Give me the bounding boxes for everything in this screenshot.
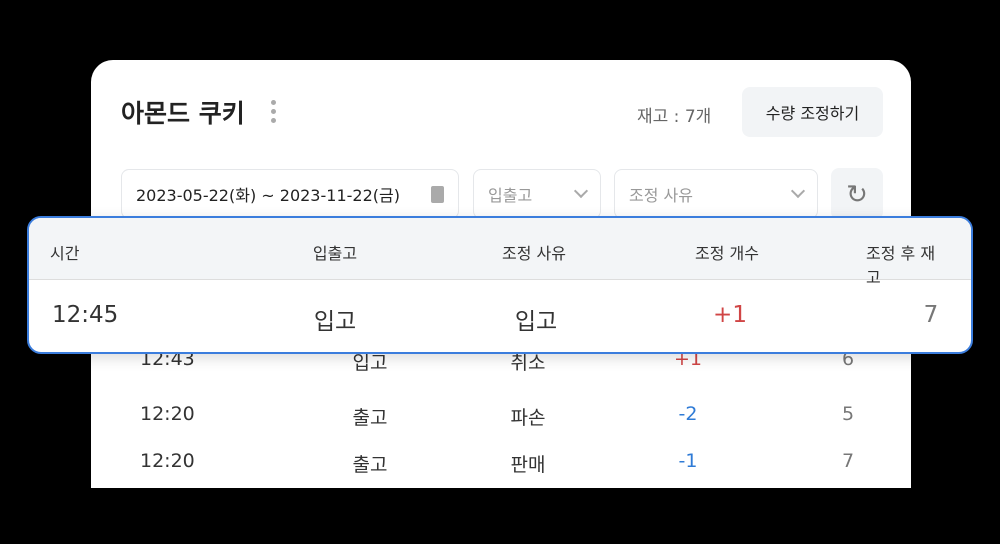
table-row[interactable]: 12:20 출고 파손 -2 5 <box>91 395 911 435</box>
cell-count: -1 <box>678 450 698 472</box>
reason-select[interactable]: 조정 사유 <box>614 169 818 219</box>
cell-after: 7 <box>841 450 855 472</box>
reason-select-placeholder: 조정 사유 <box>629 186 693 205</box>
cell-type: 출고 <box>352 454 388 476</box>
inout-select[interactable]: 입출고 <box>473 169 601 219</box>
highlighted-row-card: 시간 입출고 조정 사유 조정 개수 조정 후 재고 12:45 입고 입고 +… <box>27 216 973 354</box>
cell-after: 5 <box>841 403 855 425</box>
more-options-icon[interactable] <box>271 100 277 124</box>
cell-time: 12:20 <box>140 450 195 472</box>
column-header-reason: 조정 사유 <box>502 244 566 263</box>
cell-type: 출고 <box>352 407 388 429</box>
inout-select-placeholder: 입출고 <box>488 186 533 205</box>
stock-count: 재고 : 7개 <box>637 107 712 127</box>
column-header-count: 조정 개수 <box>695 244 759 263</box>
cell-count: -2 <box>678 403 698 425</box>
chevron-down-icon <box>790 183 806 199</box>
page-title: 아몬드 쿠키 <box>121 99 245 128</box>
column-header-time: 시간 <box>50 244 80 263</box>
cell-reason: 입고 <box>514 309 558 335</box>
chevron-down-icon <box>573 183 589 199</box>
table-row[interactable]: 12:20 출고 판매 -1 7 <box>91 442 911 482</box>
calendar-icon <box>431 185 444 203</box>
cell-type: 입고 <box>352 352 388 374</box>
cell-type: 입고 <box>313 309 357 335</box>
cell-reason: 취소 <box>510 352 546 374</box>
column-header-type: 입출고 <box>312 244 358 263</box>
date-range-value: 2023-05-22(화) ~ 2023-11-22(금) <box>136 186 400 205</box>
refresh-button[interactable]: ↻ <box>831 168 883 220</box>
cell-after: 7 <box>923 302 939 328</box>
table-row-highlighted[interactable]: 12:45 입고 입고 +1 7 <box>29 280 971 352</box>
cell-count: +1 <box>713 302 747 328</box>
column-header-after: 조정 후 재고 <box>866 244 936 287</box>
adjust-quantity-button[interactable]: 수량 조정하기 <box>742 87 883 137</box>
cell-time: 12:20 <box>140 403 195 425</box>
table-header: 시간 입출고 조정 사유 조정 개수 조정 후 재고 <box>29 218 971 287</box>
cell-reason: 파손 <box>510 407 546 429</box>
refresh-icon: ↻ <box>846 178 868 209</box>
date-range-picker[interactable]: 2023-05-22(화) ~ 2023-11-22(금) <box>121 169 459 219</box>
cell-time: 12:45 <box>52 302 119 328</box>
cell-reason: 판매 <box>510 454 546 476</box>
